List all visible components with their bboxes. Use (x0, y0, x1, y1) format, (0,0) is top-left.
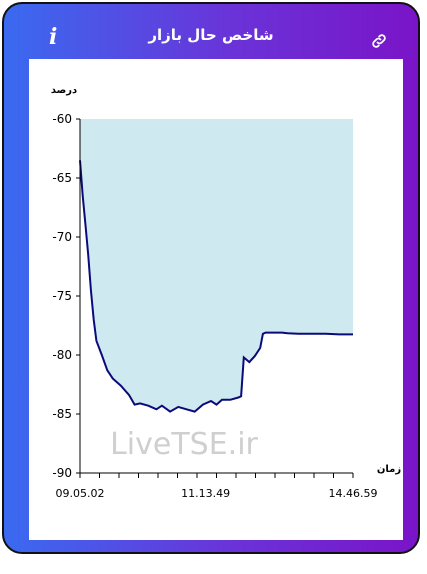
y-tick-label: -85 (52, 407, 72, 421)
y-tick-label: -90 (52, 466, 72, 480)
app-window: i شاخص حال بازار درصد زمان LiveTSE.ir -6… (2, 2, 420, 554)
page-title: شاخص حال بازار (148, 26, 274, 44)
x-tick-label: 11.13.49 (181, 487, 230, 500)
y-tick-label: -60 (52, 112, 72, 126)
watermark: LiveTSE.ir (110, 427, 258, 462)
x-axis-label: زمان (377, 464, 401, 475)
y-tick-label: -65 (52, 171, 72, 185)
area-fill (80, 119, 353, 412)
y-tick-label: -80 (52, 348, 72, 362)
info-icon[interactable]: i (49, 24, 58, 50)
x-tick-label: 09.05.02 (56, 487, 105, 500)
series-line (79, 160, 353, 413)
x-tick-label: 14.46.59 (329, 487, 378, 500)
y-tick-label: -75 (52, 289, 72, 303)
chart-panel: درصد زمان LiveTSE.ir -60 -65 -70 -75 -80 -85 -… (29, 59, 403, 540)
market-index-chart: درصد زمان LiveTSE.ir -60 -65 -70 -75 -80 -85 -… (51, 85, 402, 500)
y-axis-label: درصد (51, 85, 77, 96)
y-tick-label: -70 (52, 230, 72, 244)
link-icon[interactable] (370, 32, 388, 50)
